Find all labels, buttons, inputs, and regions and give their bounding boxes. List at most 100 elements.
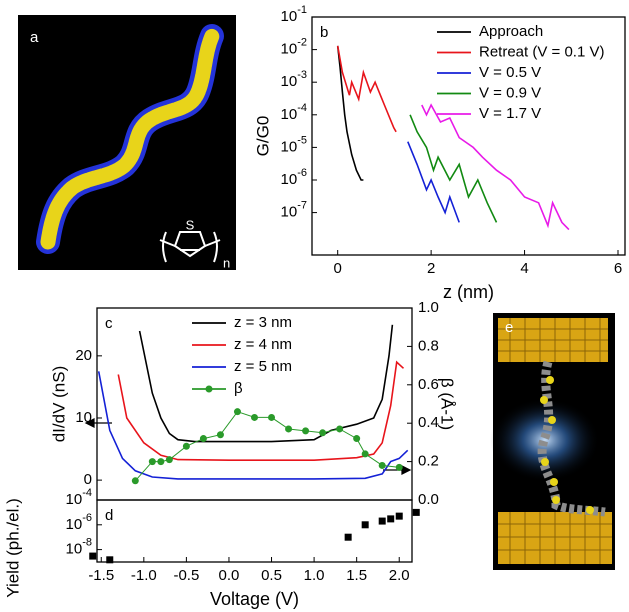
x-axis-label: z (nm) [443, 282, 494, 302]
y-tick-label: 10-6 [66, 512, 92, 533]
marker [199, 435, 207, 443]
legend-label: Approach [479, 23, 543, 40]
y-axis-label: Yield (ph./el.) [3, 498, 22, 598]
legend-label: Retreat (V = 0.1 V) [479, 43, 604, 60]
light-emission [490, 398, 600, 482]
y2-axis-label: β (Å-1) [438, 378, 457, 430]
subscript-label: n [223, 255, 230, 270]
legend-label: V = 1.7 V [479, 105, 541, 122]
y2-tick-label: 0.2 [418, 453, 439, 470]
panel-label: c [105, 315, 113, 332]
panel-label: b [320, 24, 328, 41]
polymer-chain [40, 28, 220, 250]
marker [131, 477, 139, 485]
series-line [407, 141, 460, 223]
y-tick-label: 10-5 [281, 134, 307, 155]
y2-tick-label: 0.0 [418, 491, 439, 508]
sulfur-atoms [540, 376, 594, 514]
series-line [421, 103, 570, 231]
panel-label: a [30, 29, 39, 46]
series-line [336, 45, 397, 133]
marker [216, 431, 224, 439]
x-tick-label: -0.5 [173, 567, 199, 584]
x-tick-label: 0 [334, 260, 342, 277]
x-tick-label: -1.0 [131, 567, 157, 584]
point [387, 515, 395, 523]
panel-label: d [105, 507, 113, 524]
x-axis-label: Voltage (V) [210, 589, 299, 609]
marker [251, 413, 258, 421]
plot-frame [311, 16, 626, 256]
y-tick-label: 10-2 [281, 37, 307, 58]
series-line [409, 114, 498, 223]
series-line [336, 45, 364, 181]
marker [336, 425, 344, 433]
series-line [134, 411, 400, 482]
y2-tick-label: 1.0 [418, 299, 439, 316]
legend-label: β [234, 380, 243, 397]
point [378, 517, 386, 525]
y-tick-label: 10-4 [281, 102, 307, 123]
point [344, 533, 352, 541]
legend-label: V = 0.9 V [479, 84, 541, 101]
y-tick-label: 10-1 [281, 4, 307, 25]
electrode-lattice [498, 512, 612, 564]
x-tick-label: 1.5 [346, 567, 367, 584]
y2-tick-label: 0.6 [418, 376, 439, 393]
y-axis-label: dI/dV (nS) [49, 366, 68, 443]
point [361, 521, 369, 529]
legend-label: V = 0.5 V [479, 64, 541, 81]
y-axis-label: G/G0 [253, 116, 272, 157]
marker [378, 461, 386, 469]
atom-label: S [186, 217, 195, 232]
x-tick-label: 0.0 [219, 567, 240, 584]
thiophene-structure [159, 231, 221, 263]
x-tick-label: -1.5 [88, 567, 114, 584]
y-tick-label: 0 [84, 471, 92, 488]
y2-tick-label: 0.4 [418, 414, 439, 431]
y2-tick-label: 0.8 [418, 337, 439, 354]
y-tick-label: 20 [75, 347, 92, 364]
legend-label: z = 4 nm [234, 336, 292, 353]
point [106, 556, 114, 564]
point [89, 552, 97, 560]
point [395, 512, 403, 520]
legend-label: z = 3 nm [234, 314, 292, 331]
marker [182, 442, 190, 450]
x-tick-label: 6 [614, 260, 622, 277]
x-tick-label: 2.0 [389, 567, 410, 584]
x-tick-label: 4 [520, 260, 528, 277]
x-tick-label: 1.0 [304, 567, 325, 584]
panel-e: e [490, 313, 615, 570]
legend-marker [205, 385, 213, 393]
panel-a: a S n [18, 15, 236, 270]
marker [353, 435, 361, 443]
series-line [138, 324, 394, 443]
y-tick-label: 10-3 [281, 69, 307, 90]
marker [165, 456, 173, 464]
x-tick-label: 0.5 [261, 567, 282, 584]
marker [157, 458, 165, 466]
series-line [117, 360, 405, 461]
panel-label: e [505, 319, 513, 336]
y-tick-label: 10-8 [66, 537, 92, 558]
marker [395, 463, 403, 471]
marker [268, 413, 276, 421]
electrode-lattice [498, 318, 608, 362]
series-line [97, 371, 409, 480]
marker [148, 458, 156, 466]
y-tick-label: 10-6 [281, 167, 307, 188]
y-tick-label: 10-7 [281, 199, 307, 220]
y-tick-label: 10 [75, 409, 92, 426]
marker [319, 429, 327, 437]
marker [302, 427, 310, 435]
marker [233, 408, 241, 416]
marker [285, 425, 293, 433]
x-tick-label: 2 [427, 260, 435, 277]
point [412, 508, 420, 516]
marker [361, 450, 369, 458]
plot-frame [96, 499, 413, 563]
legend-label: z = 5 nm [234, 358, 292, 375]
y-tick-label: 10-4 [66, 487, 92, 508]
